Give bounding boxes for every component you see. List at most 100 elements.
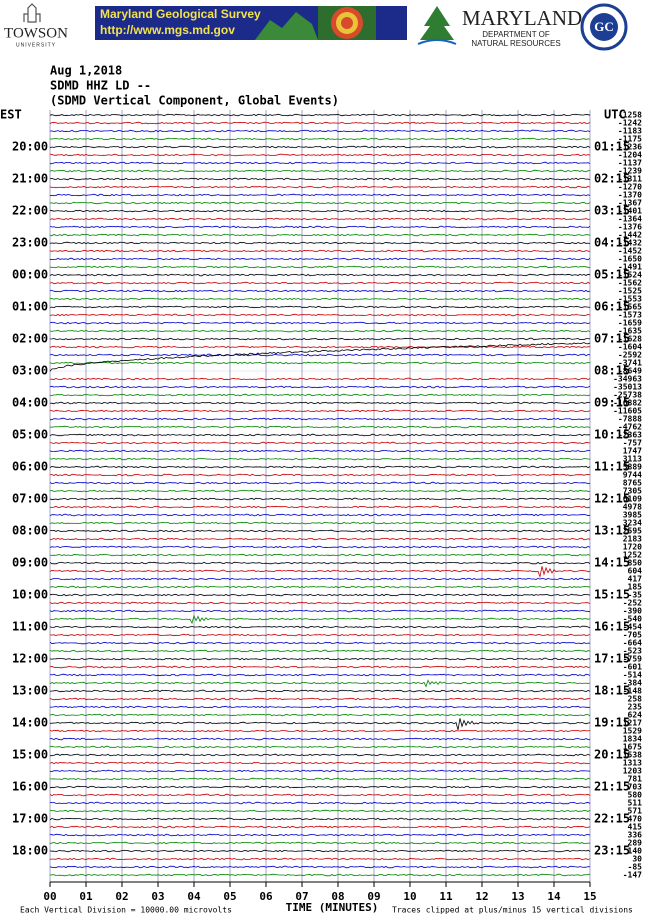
trace bbox=[50, 233, 591, 237]
trace-offset: -1442 bbox=[618, 231, 642, 240]
trace bbox=[49, 849, 591, 853]
left-time-label: 12:00 bbox=[12, 652, 48, 666]
trace-offset: -35013 bbox=[613, 383, 642, 392]
trace-offset: 1834 bbox=[623, 735, 642, 744]
trace-offset: 2595 bbox=[623, 527, 642, 536]
x-tick-label: 09 bbox=[367, 890, 380, 903]
trace-offset: -1175 bbox=[618, 135, 642, 144]
trace bbox=[49, 481, 591, 485]
trace bbox=[49, 257, 591, 261]
trace bbox=[49, 705, 591, 709]
trace bbox=[49, 209, 591, 213]
trace bbox=[49, 841, 591, 845]
trace-offset: -1604 bbox=[618, 343, 642, 352]
x-tick-label: 01 bbox=[79, 890, 93, 903]
x-tick-label: 10 bbox=[403, 890, 416, 903]
trace bbox=[49, 225, 591, 229]
trace-offset: -1553 bbox=[618, 295, 642, 304]
trace-offset: -1524 bbox=[618, 271, 642, 280]
trace-offset: 624 bbox=[628, 711, 643, 720]
trace bbox=[49, 566, 591, 579]
trace bbox=[49, 177, 591, 181]
left-time-label: 08:00 bbox=[12, 524, 48, 538]
trace bbox=[49, 273, 591, 277]
trace-offset: -1491 bbox=[618, 263, 642, 272]
dnr-sub: NATURAL RESOURCES bbox=[471, 39, 560, 48]
trace-offset: -1367 bbox=[618, 199, 642, 208]
trace-offset: -664 bbox=[623, 639, 642, 648]
trace bbox=[49, 641, 591, 645]
trace-offset: 4978 bbox=[623, 503, 642, 512]
trace bbox=[49, 297, 591, 301]
left-time-label: 00:00 bbox=[12, 268, 48, 282]
left-time-label: 20:00 bbox=[12, 140, 48, 154]
trace-offset: 9744 bbox=[623, 471, 642, 480]
trace-offset: 30 bbox=[632, 855, 642, 864]
trace-offset: 1217 bbox=[623, 719, 642, 728]
trace-offset: -1370 bbox=[618, 191, 642, 200]
dnr-logo: MARYLAND DEPARTMENT OF NATURAL RESOURCES bbox=[417, 6, 582, 48]
trace-offset: 1747 bbox=[623, 447, 642, 456]
trace-offset: -1183 bbox=[618, 127, 642, 136]
trace bbox=[49, 265, 591, 269]
right-time-label: 10:15 bbox=[594, 428, 630, 442]
trace-offset: -85 bbox=[628, 863, 643, 872]
mgs-title: Maryland Geological Survey bbox=[100, 7, 261, 21]
title-line: (SDMD Vertical Component, Global Events) bbox=[50, 94, 339, 108]
trace bbox=[49, 385, 591, 389]
trace bbox=[49, 673, 591, 677]
trace bbox=[49, 305, 591, 309]
trace bbox=[49, 337, 591, 341]
right-time-label: 03:15 bbox=[594, 204, 630, 218]
trace-offset: 336 bbox=[628, 831, 643, 840]
x-tick-label: 00 bbox=[43, 890, 56, 903]
trace bbox=[49, 817, 591, 821]
trace bbox=[49, 857, 591, 861]
right-axis-label: UTC bbox=[604, 108, 626, 122]
trace-offset: -540 bbox=[623, 615, 642, 624]
trace-offset: 571 bbox=[628, 807, 643, 816]
right-time-label: 23:15 bbox=[594, 844, 630, 858]
trace bbox=[49, 614, 591, 625]
trace-offset: -1562 bbox=[618, 279, 642, 288]
trace bbox=[49, 718, 591, 731]
right-time-label: 04:15 bbox=[594, 236, 630, 250]
trace bbox=[49, 513, 591, 517]
trace bbox=[49, 865, 591, 869]
trace bbox=[49, 425, 591, 429]
trace bbox=[49, 825, 591, 829]
trace-offset: -1573 bbox=[618, 311, 642, 320]
trace-offset: -1204 bbox=[618, 151, 642, 160]
trace-offset: 6109 bbox=[623, 495, 642, 504]
trace bbox=[49, 713, 591, 717]
trace-offset: 1529 bbox=[623, 727, 642, 736]
trace-offset: 1675 bbox=[623, 743, 642, 752]
trace-offset: 604 bbox=[628, 567, 643, 576]
trace bbox=[49, 217, 591, 221]
trace-offset: -1239 bbox=[618, 167, 642, 176]
trace bbox=[49, 679, 591, 688]
trace bbox=[49, 593, 591, 597]
trace bbox=[49, 729, 591, 733]
trace bbox=[49, 873, 591, 877]
trace-offset: -759 bbox=[623, 655, 642, 664]
trace-offset: -1525 bbox=[618, 287, 642, 296]
trace bbox=[49, 577, 591, 581]
trace bbox=[49, 473, 591, 477]
trace-offset: -1242 bbox=[618, 119, 642, 128]
trace-offset: 7305 bbox=[623, 487, 642, 496]
trace-offset: 289 bbox=[628, 839, 643, 848]
left-time-label: 07:00 bbox=[12, 492, 48, 506]
tower-icon bbox=[23, 3, 41, 23]
trace bbox=[50, 753, 591, 757]
trace-offset: -523 bbox=[623, 647, 642, 656]
x-tick-label: 06 bbox=[259, 890, 273, 903]
trace-offset: -1376 bbox=[618, 223, 642, 232]
trace bbox=[49, 769, 591, 773]
right-time-label: 21:15 bbox=[594, 780, 630, 794]
trace bbox=[49, 169, 591, 173]
left-time-label: 21:00 bbox=[12, 172, 48, 186]
trace-offset: 415 bbox=[628, 823, 643, 832]
garrett-letters: GC bbox=[594, 19, 614, 34]
